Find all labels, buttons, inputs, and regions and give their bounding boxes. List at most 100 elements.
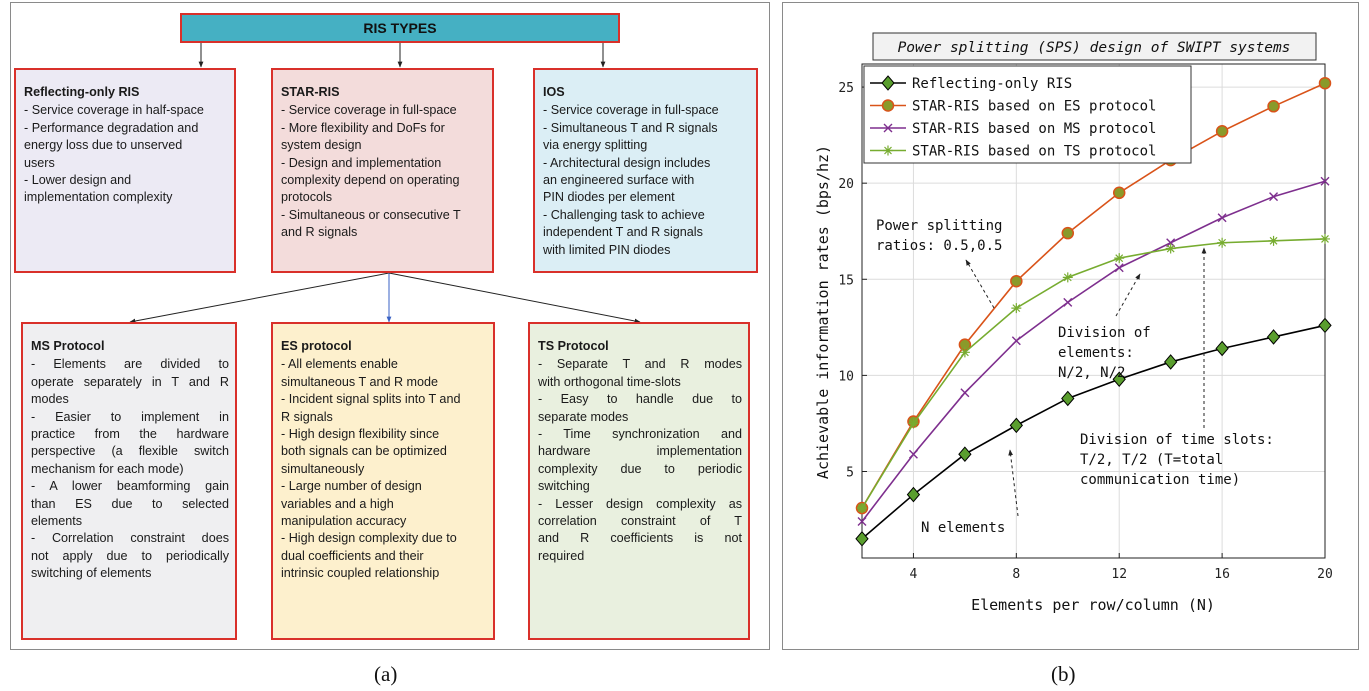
annotation-division-time-line2: T/2, T/2 (T=total [1080,452,1223,468]
data-point-diamond [1215,340,1229,357]
box-line: switching [538,479,590,494]
box-line: manipulation accuracy [281,514,407,529]
legend-label: STAR-RIS based on TS protocol [912,144,1156,160]
plot-area-border [861,63,1326,559]
data-point-diamond [958,446,972,462]
data-point-diamond [1318,317,1332,334]
ios-box: IOS - Service coverage in full-space - Sim… [533,68,758,273]
legend: Reflecting-only RIS STAR-RIS based on ES … [863,65,1192,164]
box-title: IOS [543,85,565,99]
box-line: and R signals [281,225,358,240]
data-point-star [1062,272,1073,283]
legend-entry: Reflecting-only RIS [870,75,1072,92]
data-point-star [1268,235,1279,246]
y-axis-label: Achievable information rates (bps/hz) [814,145,832,479]
box-line: elements [31,514,83,529]
data-point-x [857,516,867,526]
data-point-star [1320,233,1330,244]
annotation-power-splitting-line1: Power splitting [876,218,1002,234]
box-line: independent T and R signals [543,225,703,240]
data-point-x [960,388,970,398]
box-line: - Separate T and R modes [538,357,742,372]
box-line: protocols [281,190,333,205]
data-point-x [883,123,893,133]
box-line: - A lower beamforming gain [31,479,229,494]
box-line: - Architectural design includes [543,155,711,170]
box-line: not apply due to periodically [31,548,229,563]
arrow-n-elements [1008,449,1019,517]
data-point-diamond [1266,329,1281,345]
data-point-circle [1318,76,1332,90]
box-line: - Simultaneous or consecutive T [281,207,461,222]
box-line: with limited PIN diodes [543,242,671,257]
box-line: mechanism for each mode) [31,461,184,476]
box-line: variables and a high [281,496,394,511]
box-line: - Design and implementation [281,155,442,170]
box-line: and R coefficients is not [538,531,742,546]
box-line: correlation constraint of T [538,514,742,529]
box-line: both signals can be optimized [281,444,447,459]
box-line: simultaneous T and R mode [281,374,439,389]
data-point-circle [1267,100,1280,113]
data-point-x [1269,192,1279,202]
data-point-x [1320,176,1330,186]
annotations: Power splitting ratios: 0.5,0.5 Division… [876,218,1274,536]
box-line: system design [281,138,362,153]
data-point-diamond [1009,417,1023,434]
axis-ticks: 4 8 12 16 20 5 10 15 20 25 [838,81,1332,582]
annotation-division-elements-line2: elements: [1058,345,1134,361]
x-tick-label: 4 [910,567,918,582]
box-line: - Incident signal splits into T and [281,392,461,407]
ts-protocol-box: TS Protocol - Separate T and R modes with … [528,322,750,640]
legend-label: Reflecting-only RIS [912,76,1072,92]
box-line: than ES due to selected [31,496,229,511]
box-line: dual coefficients and their [281,548,424,563]
series-star [857,233,1330,514]
data-point-circle [1061,226,1075,240]
data-point-circle [1215,125,1229,138]
ms-protocol-box: MS Protocol - Elements are divided to oper… [21,322,237,640]
box-line: - Simultaneous T and R signals [543,120,718,135]
legend-entry: STAR-RIS based on TS protocol [870,144,1156,160]
box-line: - Performance degradation and [24,120,199,135]
box-title: MS Protocol [31,339,105,353]
series-diamond [855,317,1332,547]
data-point-circle [1112,186,1126,200]
box-line: intrinsic coupled relationship [281,566,440,581]
box-line: with orthogonal time-slots [538,374,681,389]
x-tick-label: 20 [1317,567,1333,582]
box-line: practice from the hardware [31,427,229,442]
series [855,76,1332,547]
annotation-division-elements-line1: Division of [1058,325,1151,341]
box-line: complexity due to periodic [538,461,742,476]
box-line: complexity depend on operating [281,173,460,188]
box-line: - Large number of design [281,479,422,494]
data-point-diamond [1164,354,1178,370]
reflecting-only-ris-box: Reflecting-only RIS - Service coverage in… [14,68,236,273]
box-line: simultaneously [281,461,365,476]
box-line: PIN diodes per element [543,190,675,205]
y-tick-label: 10 [838,369,854,384]
y-tick-label: 15 [838,273,854,288]
legend-label: STAR-RIS based on MS protocol [912,121,1156,137]
box-line: - Lesser design complexity as [538,496,742,511]
data-point-diamond [1112,371,1126,388]
box-line: - Elements are divided to [31,357,229,372]
data-point-star [959,347,970,358]
data-point-diamond [1061,390,1075,407]
es-protocol-box: ES protocol - All elements enable simultan… [271,322,495,640]
x-tick-label: 16 [1214,567,1230,582]
box-line: - All elements enable [281,357,398,372]
data-point-diamond [906,486,921,503]
data-point-circle [881,99,895,112]
box-line: - High design flexibility since [281,427,440,442]
data-point-x [1217,213,1227,223]
box-line: - Challenging task to achieve [543,207,705,222]
box-line: perspective (a flexible switch [31,444,229,459]
series-line [861,324,1326,540]
caption-a: (a) [374,662,398,686]
box-line: R signals [281,409,333,424]
box-line: - Service coverage in full-space [281,103,457,118]
box-line: - Time synchronization and [538,427,742,442]
